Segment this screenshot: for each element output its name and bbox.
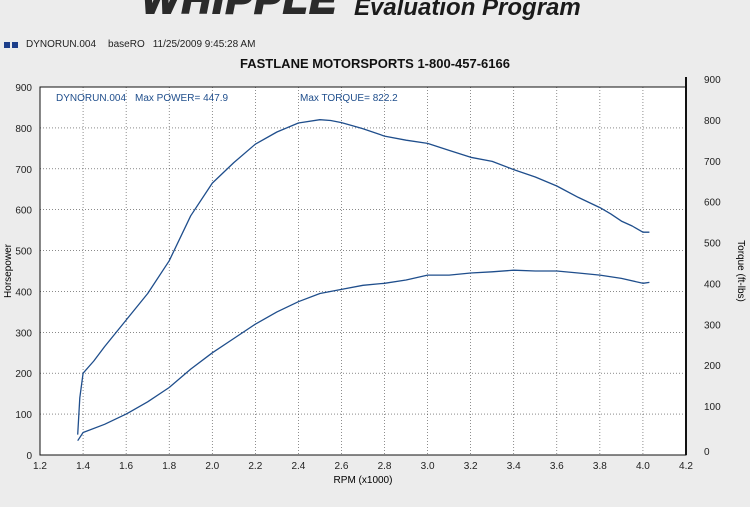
tick-labels: 1.2 1.4 1.6 1.8 2.0 2.2 2.4 2.6 2.8 3.0 3.2 3.4 3.6 3… — [15, 75, 721, 472]
y-tick-label-left: 800 — [15, 124, 32, 135]
plot-area — [40, 87, 686, 455]
y-tick-label-right: 300 — [704, 320, 721, 331]
horsepower-series-line — [77, 269, 650, 442]
y-tick-label-right: 700 — [704, 157, 721, 168]
y-tick-label-left: 500 — [15, 247, 32, 258]
x-tick-label: 1.2 — [33, 461, 47, 472]
x-tick-label: 2.8 — [378, 461, 392, 472]
x-tick-label: 3.4 — [507, 461, 521, 472]
y-tick-label-left: 700 — [15, 165, 32, 176]
torque-series-line — [77, 119, 650, 435]
y-tick-label-right: 600 — [704, 198, 721, 209]
y-tick-label-left: 300 — [15, 328, 32, 339]
x-tick-label: 2.2 — [248, 461, 262, 472]
x-tick-label: 2.0 — [205, 461, 219, 472]
run-name: baseRO — [108, 39, 145, 50]
run-timestamp: 11/25/2009 9:45:28 AM — [152, 39, 256, 50]
y-tick-label-right: 400 — [704, 279, 721, 290]
y-tick-label-left: 600 — [15, 206, 32, 217]
x-axis-label: RPM (x1000) — [334, 475, 393, 486]
logo-banner: WHIPPLE Evaluation Program — [0, 0, 750, 22]
series-layer — [77, 119, 650, 442]
x-tick-label: 2.6 — [335, 461, 349, 472]
run-file: DYNORUN.004 — [26, 39, 97, 50]
status-square-icon — [4, 41, 10, 48]
x-tick-label: 3.6 — [550, 461, 564, 472]
x-tick-label: 3.2 — [464, 461, 478, 472]
y-tick-label-right: 100 — [704, 402, 721, 413]
y-axis-label-left: Horsepower — [3, 243, 14, 298]
y-tick-label-left: 400 — [15, 287, 32, 298]
chart-title: FASTLANE MOTORSPORTS 1-800-457-6166 — [240, 56, 510, 71]
y-tick-label-left: 100 — [15, 410, 32, 421]
grid — [40, 87, 686, 455]
y-axis-label-right: Torque (ft-lbs) — [735, 240, 746, 302]
x-tick-label: 4.0 — [636, 461, 650, 472]
program-title: Evaluation Program — [354, 0, 581, 21]
brand-logo: WHIPPLE — [141, 0, 339, 22]
x-tick-label: 2.4 — [291, 461, 305, 472]
run-header: DYNORUN.004 baseRO 11/25/2009 9:45:28 AM — [4, 39, 255, 50]
annotation-max-power: Max POWER= 447.9 — [135, 93, 229, 104]
status-square-icon — [12, 41, 18, 48]
y-tick-label-right: 500 — [704, 239, 721, 250]
y-tick-label-right: 800 — [704, 116, 721, 127]
x-tick-label: 3.0 — [421, 461, 435, 472]
y-tick-label-left: 900 — [15, 83, 32, 94]
y-tick-label-left: 0 — [26, 451, 32, 462]
x-tick-label: 1.4 — [76, 461, 90, 472]
y-tick-label-right: 200 — [704, 361, 721, 372]
annotation-run: DYNORUN.004 — [56, 93, 126, 104]
y-tick-label-right: 0 — [704, 447, 710, 458]
annotation-max-torque: Max TORQUE= 822.2 — [300, 93, 398, 104]
x-tick-label: 3.8 — [593, 461, 607, 472]
x-tick-label: 1.6 — [119, 461, 133, 472]
x-tick-label: 4.2 — [679, 461, 693, 472]
y-tick-label-right: 900 — [704, 75, 721, 86]
y-tick-label-left: 200 — [15, 369, 32, 380]
x-tick-label: 1.8 — [162, 461, 176, 472]
